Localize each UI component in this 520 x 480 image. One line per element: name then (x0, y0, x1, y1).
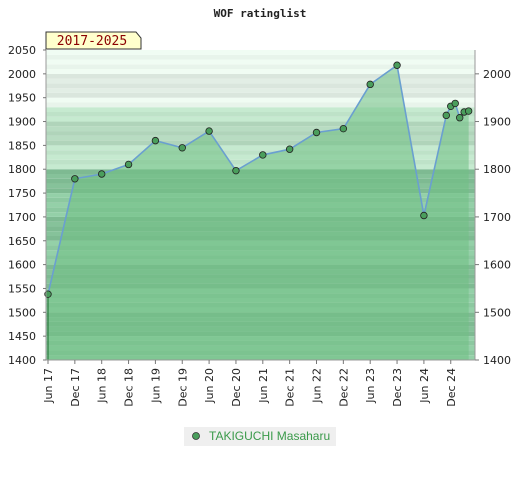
y-tick-label-left: 2050 (8, 44, 36, 57)
data-point (464, 107, 473, 115)
chart-title: WOF ratinglist (214, 7, 307, 20)
background-band (46, 92, 475, 98)
data-point (285, 145, 294, 153)
data-point (97, 170, 106, 178)
data-point (456, 114, 464, 122)
y-tick-label-left: 1950 (8, 92, 36, 105)
y-tick-label-right: 1700 (483, 211, 511, 224)
y-tick-label-left: 1400 (8, 354, 36, 367)
background-band (46, 145, 475, 151)
background-band (46, 102, 475, 108)
background-band (46, 88, 475, 93)
y-axis-right: 1400 1500 1600 1700 1800 1900 2000 (475, 68, 511, 367)
background-band (46, 50, 475, 55)
y-tick-label-right: 1600 (483, 259, 511, 272)
background-band (46, 126, 475, 132)
data-point (259, 151, 267, 159)
legend: TAKIGUCHI Masaharu (184, 427, 336, 446)
y-tick-label-left: 1500 (8, 306, 36, 319)
data-point (232, 166, 240, 175)
background-band (46, 73, 475, 79)
x-tick-label: Jun 23 (364, 368, 377, 404)
x-tick-label: Jun 17 (42, 368, 55, 404)
background-band (46, 97, 475, 103)
data-point (420, 211, 428, 220)
data-point (71, 175, 79, 183)
y-tick-label-left: 1450 (8, 330, 36, 343)
background-band (46, 54, 475, 60)
y-tick-label-left: 1850 (8, 139, 36, 152)
y-tick-label-left: 1900 (8, 116, 36, 129)
background-band (46, 140, 475, 146)
background-band (46, 59, 475, 65)
data-point (393, 61, 401, 69)
data-point (178, 144, 186, 152)
y-tick-label-left: 1600 (8, 259, 36, 272)
background-band (46, 112, 475, 117)
legend-marker (192, 432, 200, 440)
data-point (205, 127, 213, 135)
period-label: 2017-2025 (57, 34, 127, 49)
data-point (442, 111, 450, 120)
background-band (46, 83, 475, 89)
y-tick-label-right: 1800 (483, 163, 511, 176)
background-band (46, 64, 475, 70)
x-tick-label: Jun 18 (96, 368, 109, 404)
y-tick-label-left: 1650 (8, 235, 36, 248)
data-point (124, 160, 133, 169)
background-band (46, 131, 475, 136)
y-tick-label-left: 1800 (8, 163, 36, 176)
y-tick-label-right: 2000 (483, 68, 511, 81)
data-point (366, 80, 374, 89)
x-tick-label: Dec 18 (123, 368, 136, 407)
series-area (48, 65, 469, 360)
x-axis: Jun 17 Dec 17 Jun 18 Dec 18 Jun 19 Dec 19 Jun … (42, 360, 458, 407)
y-tick-label-right: 1500 (483, 306, 511, 319)
x-tick-label: Dec 24 (445, 368, 458, 407)
x-tick-label: Jun 21 (257, 368, 270, 404)
x-tick-label: Jun 19 (149, 368, 162, 404)
data-point (151, 136, 160, 145)
area-layer (48, 65, 469, 360)
period-badge: 2017-2025 (45, 31, 142, 50)
axes (45, 50, 476, 361)
background-band (46, 135, 475, 141)
background-band (46, 69, 475, 74)
x-tick-label: Dec 21 (284, 368, 297, 407)
y-tick-label-left: 1700 (8, 211, 36, 224)
data-point (451, 99, 459, 108)
y-tick-label-right: 1400 (483, 354, 511, 367)
x-tick-label: Jun 22 (311, 368, 324, 404)
x-tick-label: Dec 20 (230, 368, 243, 407)
background-band (46, 116, 475, 122)
y-tick-label-left: 1550 (8, 282, 36, 295)
x-tick-label: Dec 22 (337, 368, 350, 407)
x-tick-label: Jun 20 (203, 368, 216, 404)
background-band (46, 107, 475, 112)
legend-label: TAKIGUCHI Masaharu (209, 429, 330, 443)
x-tick-label: Dec 23 (391, 368, 404, 407)
x-tick-label: Jun 24 (418, 368, 431, 404)
y-tick-label-left: 1750 (8, 187, 36, 200)
data-point (339, 124, 348, 133)
x-tick-label: Dec 17 (69, 368, 82, 407)
y-tick-label-right: 1900 (483, 116, 511, 129)
background-band (46, 121, 475, 127)
marker-layer (44, 61, 473, 298)
background-band (46, 78, 475, 84)
y-tick-label-left: 2000 (8, 68, 36, 81)
data-point (312, 128, 321, 137)
y-axis-left: 1400 1450 1500 1550 1600 1650 1700 1750 1800 1850… (8, 44, 46, 367)
x-tick-label: Dec 19 (176, 368, 189, 407)
